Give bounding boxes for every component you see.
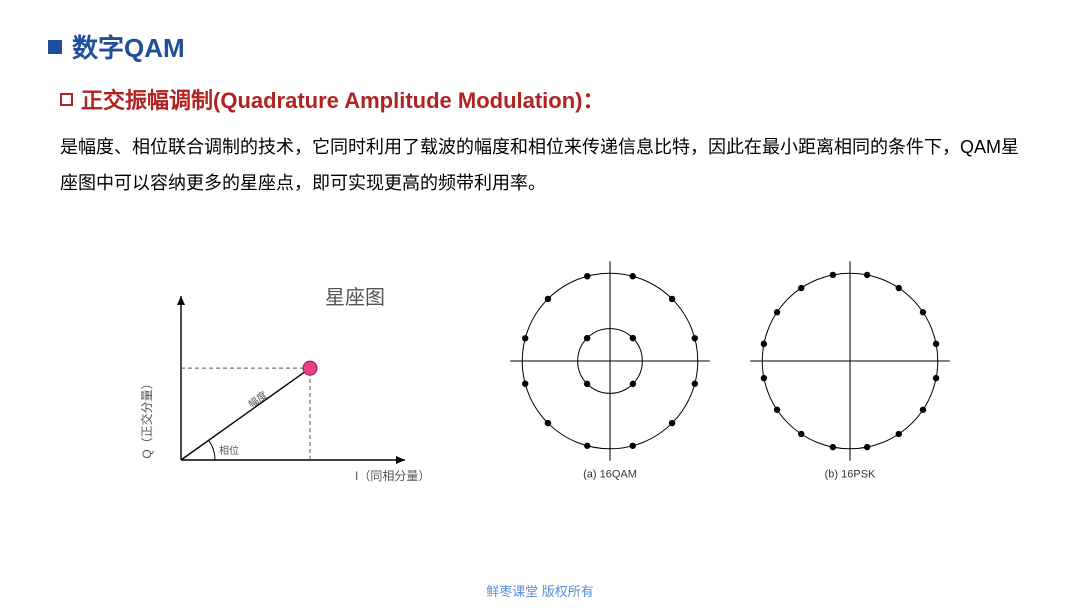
svg-text:Q（正交分量）: Q（正交分量） [139, 377, 154, 458]
heading-2: 正交振幅调制(Quadrature Amplitude Modulation)： [60, 83, 1032, 115]
heading-1: 数字QAM [48, 28, 1032, 65]
svg-text:(b) 16PSK: (b) 16PSK [825, 468, 876, 480]
heading-1-text: 数字QAM [72, 28, 185, 65]
square-bullet-icon [48, 40, 62, 54]
heading-2-text: 正交振幅调制(Quadrature Amplitude Modulation)： [81, 83, 605, 115]
svg-text:I（同相分量）: I（同相分量） [355, 469, 425, 483]
svg-text:星座图: 星座图 [325, 286, 385, 309]
svg-text:幅度: 幅度 [246, 388, 270, 410]
hollow-square-bullet-icon [60, 93, 73, 106]
figures-row: 星座图幅度相位 I（同相分量） Q（正交分量） (a) 16QAM (b) 16PSK [48, 256, 1032, 496]
qam-psk-comparison-diagram: (a) 16QAM (b) 16PSK [505, 256, 955, 496]
svg-text:(a) 16QAM: (a) 16QAM [583, 468, 637, 480]
svg-text:相位: 相位 [219, 444, 239, 457]
footer-copyright: 鲜枣课堂 版权所有 [0, 581, 1080, 600]
constellation-vector-diagram: 星座图幅度相位 I（同相分量） Q（正交分量） [125, 276, 425, 496]
body-paragraph: 是幅度、相位联合调制的技术，它同时利用了载波的幅度和相位来传递信息比特，因此在最… [60, 129, 1032, 201]
